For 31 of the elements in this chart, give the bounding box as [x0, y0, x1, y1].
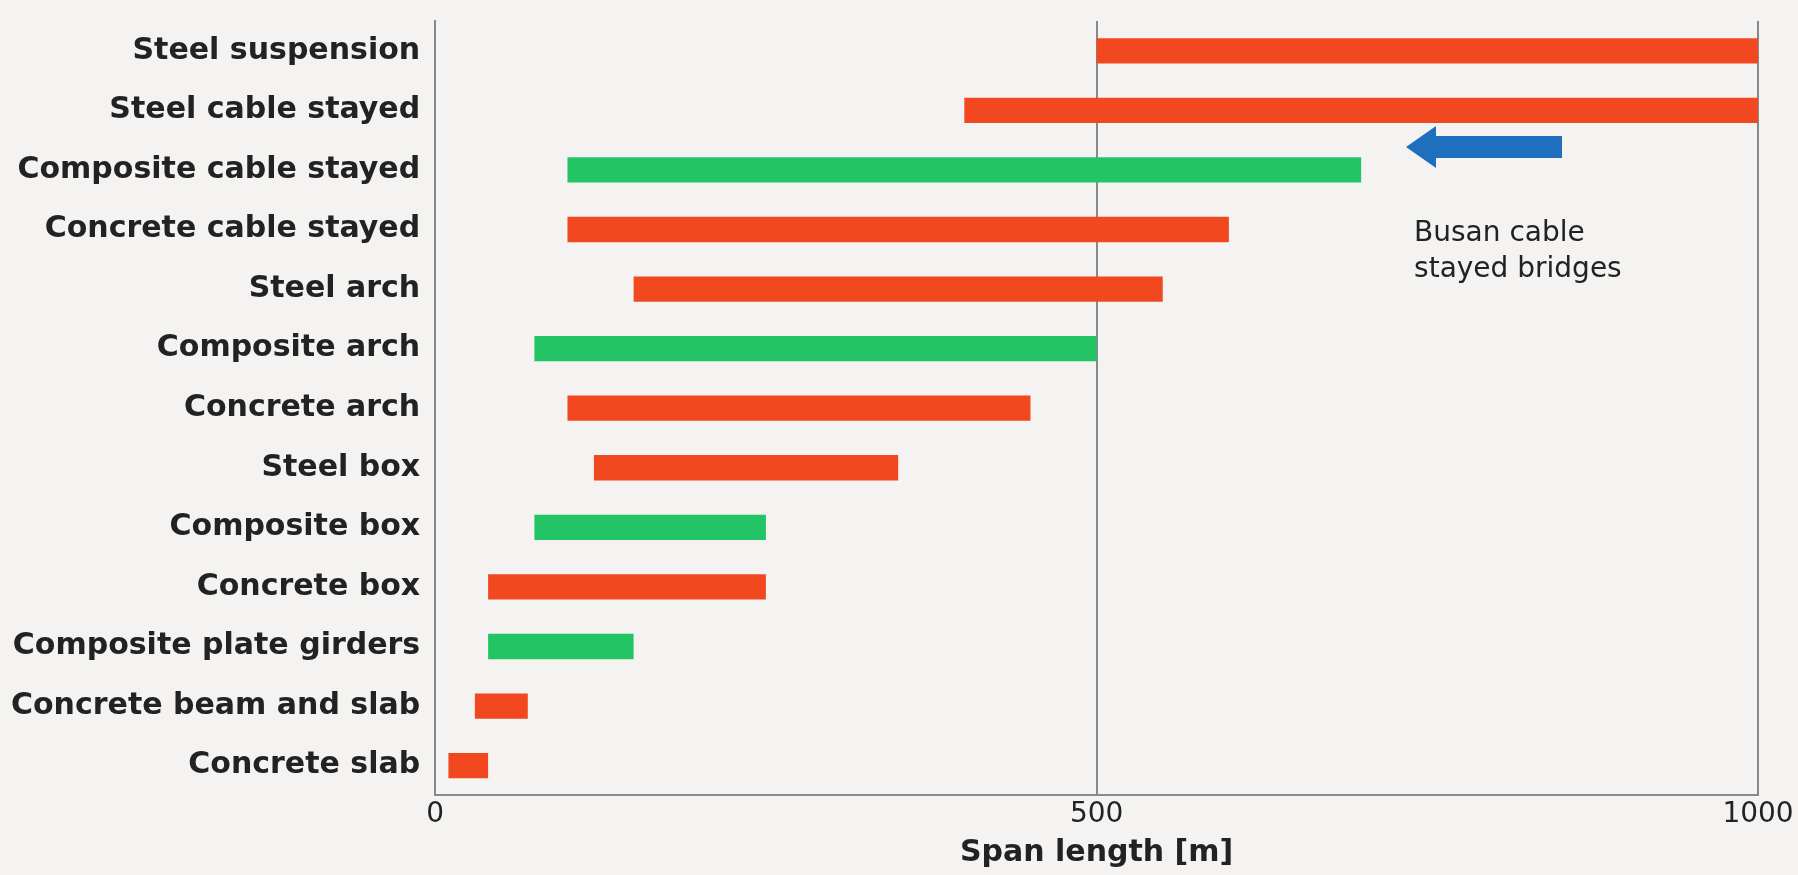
y-tick-label: Concrete box — [196, 566, 421, 602]
y-tick-label: Concrete beam and slab — [10, 685, 421, 721]
y-tick-label: Concrete arch — [183, 388, 421, 423]
x-axis-title: Span length [m] — [959, 832, 1234, 868]
bar — [474, 693, 528, 719]
bar — [488, 633, 634, 660]
y-tick-label: Concrete slab — [188, 745, 421, 781]
x-tick-label: 1000 — [1722, 796, 1794, 830]
bar — [1096, 38, 1758, 64]
bar — [633, 276, 1163, 302]
bar — [534, 514, 766, 540]
x-tick-label: 500 — [1069, 796, 1124, 830]
y-tick-label: Steel cable stayed — [109, 90, 421, 126]
y-tick-label: Composite arch — [156, 328, 421, 364]
y-tick-label: Concrete cable stayed — [44, 209, 421, 245]
bar — [567, 157, 1362, 183]
y-tick-label: Composite box — [169, 507, 421, 543]
y-tick-label: Composite plate girders — [12, 626, 421, 662]
bar — [593, 455, 899, 481]
y-tick-label: Composite cable stayed — [17, 149, 421, 185]
annotation: Busan cable stayed bridges — [1414, 214, 1622, 284]
bar — [567, 395, 1031, 421]
x-tick-label: 0 — [426, 796, 445, 830]
bar — [567, 216, 1229, 243]
bar — [488, 574, 766, 600]
y-tick-label: Steel arch — [248, 268, 421, 304]
bar — [534, 335, 1097, 362]
y-tick-label: Steel suspension — [132, 30, 421, 66]
bar — [964, 97, 1758, 124]
bar — [448, 752, 489, 779]
y-tick-label: Steel box — [261, 447, 421, 483]
